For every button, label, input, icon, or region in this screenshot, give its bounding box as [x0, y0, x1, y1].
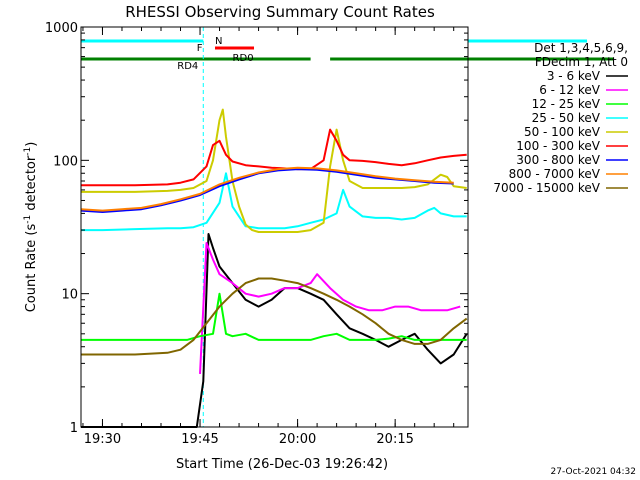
x-tick-label: 20:00	[279, 432, 316, 447]
legend: Det 1,3,4,5,6,9, FDecim 1, Att 0 3 - 6 k…	[493, 41, 628, 195]
y-axis-label: Count Rate (s-1 detector-1)	[23, 142, 39, 313]
axes	[80, 26, 469, 428]
y-tick-label: 1000	[45, 21, 78, 36]
legend-label: 25 - 50 keV	[532, 111, 601, 125]
series-layer	[80, 108, 468, 428]
legend-label: 6 - 12 keV	[539, 83, 601, 97]
y-axis-label-mid: detector	[24, 155, 39, 215]
legend-label: 100 - 300 keV	[516, 139, 600, 153]
observing-flags: N F RD0 RD4	[81, 27, 614, 427]
legend-label: 7000 - 15000 keV	[493, 181, 600, 195]
y-tick-label: 100	[53, 154, 78, 169]
legend-header-line-1: Det 1,3,4,5,6,9,	[534, 41, 628, 55]
flag-label-rd0: RD0	[233, 53, 254, 64]
flag-label-f: F	[197, 43, 203, 54]
series-line-7	[80, 166, 454, 212]
plot-frame	[80, 26, 469, 428]
legend-label: 3 - 6 keV	[547, 69, 601, 83]
y-axis-label-end: )	[24, 142, 39, 147]
flag-label-n: N	[215, 36, 222, 47]
chart-title: RHESSI Observing Summary Count Rates	[125, 3, 435, 21]
series-line-6	[80, 168, 454, 213]
y-axis-label-sup1: -1	[23, 215, 33, 224]
y-axis-label-main: Count Rate (s	[24, 224, 39, 313]
series-line-0	[81, 233, 468, 428]
series-line-3	[81, 172, 467, 232]
legend-header-line-2: FDecim 1, Att 0	[535, 55, 628, 69]
legend-label: 800 - 7000 keV	[509, 167, 601, 181]
legend-label: 50 - 100 keV	[524, 125, 601, 139]
legend-label: 300 - 800 keV	[516, 153, 600, 167]
series-line-4	[81, 108, 467, 233]
series-line-2	[81, 292, 467, 341]
y-tick-label: 1	[70, 421, 78, 436]
series-line-8	[81, 277, 468, 356]
flag-label-rd4: RD4	[177, 61, 198, 72]
series-line-5	[81, 128, 467, 187]
legend-label: 12 - 25 keV	[532, 97, 601, 111]
y-tick-label: 10	[61, 288, 78, 303]
series-line-1	[199, 242, 461, 374]
generation-timestamp: 27-Oct-2021 04:32	[551, 467, 636, 477]
x-tick-label: 19:30	[84, 432, 121, 447]
x-tick-label: 20:15	[376, 432, 413, 447]
y-axis-label-sup2: -1	[23, 147, 33, 156]
x-tick-label: 19:45	[181, 432, 218, 447]
x-axis-ticks: 19:30 19:45 20:00 20:15	[82, 27, 455, 447]
x-axis-label: Start Time (26-Dec-03 19:26:42)	[176, 457, 388, 472]
y-axis-ticks: 1 10 100 1000	[45, 21, 468, 436]
